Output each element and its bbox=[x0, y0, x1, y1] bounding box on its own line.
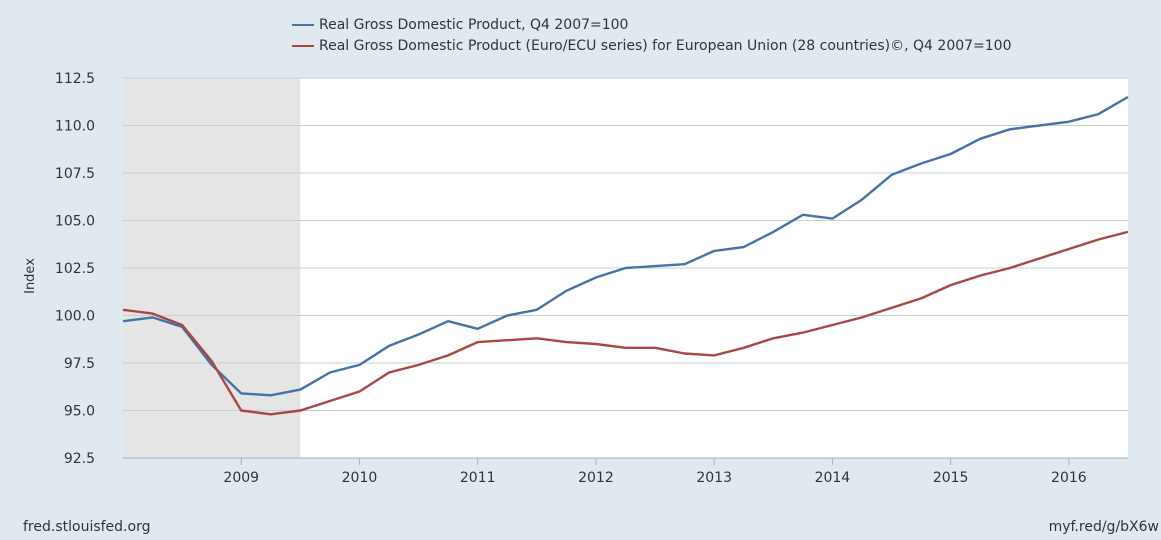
legend-item-eu-gdp[interactable]: Real Gross Domestic Product (Euro/ECU se… bbox=[292, 35, 1012, 56]
x-tick-label: 2016 bbox=[1051, 470, 1087, 486]
source-link[interactable]: fred.stlouisfed.org bbox=[23, 519, 151, 535]
y-tick-label: 97.5 bbox=[64, 356, 95, 372]
y-axis: 92.5 95.0 97.5 100.0 102.5 105.0 107.5 110.0 112… bbox=[55, 71, 95, 467]
y-axis-label: Index bbox=[22, 258, 38, 294]
legend-item-us-gdp[interactable]: Real Gross Domestic Product, Q4 2007=100 bbox=[292, 14, 1012, 35]
series-line-us bbox=[122, 95, 1129, 397]
x-tick-label: 2009 bbox=[223, 470, 259, 486]
y-tick-label: 110.0 bbox=[55, 119, 95, 135]
series-line-eu bbox=[122, 230, 1129, 416]
legend-swatch-us bbox=[292, 23, 314, 26]
y-tick-label: 105.0 bbox=[55, 214, 95, 230]
x-axis: 2009 2010 2011 2012 2013 2014 2015 2016 bbox=[123, 457, 1128, 486]
x-tick-label: 2012 bbox=[578, 470, 614, 486]
gridlines bbox=[123, 77, 1128, 459]
legend: Real Gross Domestic Product, Q4 2007=100… bbox=[292, 14, 1012, 56]
x-tick-label: 2011 bbox=[460, 470, 496, 486]
y-tick-label: 100.0 bbox=[55, 309, 95, 325]
legend-swatch-eu bbox=[292, 44, 314, 47]
y-tick-label: 92.5 bbox=[64, 451, 95, 467]
x-tick-label: 2013 bbox=[696, 470, 732, 486]
y-tick-label: 107.5 bbox=[55, 166, 95, 182]
legend-label-us: Real Gross Domestic Product, Q4 2007=100 bbox=[319, 16, 629, 33]
x-tick-label: 2014 bbox=[815, 470, 851, 486]
series-lines bbox=[122, 95, 1129, 416]
y-tick-label: 112.5 bbox=[55, 71, 95, 87]
y-tick-label: 95.0 bbox=[64, 404, 95, 420]
legend-label-eu: Real Gross Domestic Product (Euro/ECU se… bbox=[319, 37, 1012, 54]
y-tick-label: 102.5 bbox=[55, 261, 95, 277]
short-url-link[interactable]: myf.red/g/bX6w bbox=[1048, 519, 1159, 535]
x-tick-label: 2010 bbox=[342, 470, 378, 486]
x-tick-label: 2015 bbox=[933, 470, 969, 486]
